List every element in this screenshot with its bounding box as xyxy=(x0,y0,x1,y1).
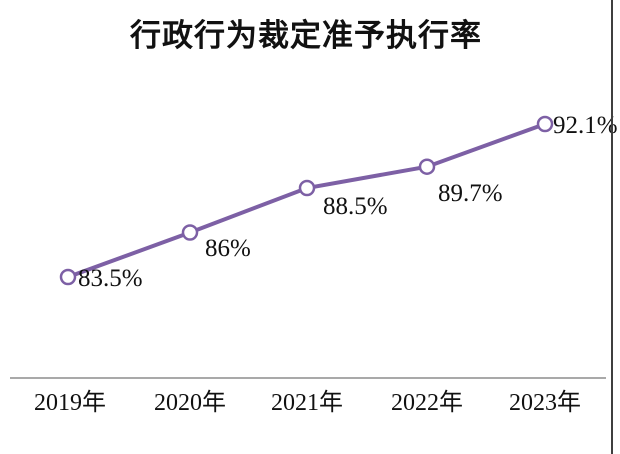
data-point-marker xyxy=(536,115,554,133)
chart-title: 行政行为裁定准予执行率 xyxy=(130,18,482,53)
data-label: 88.5% xyxy=(323,193,388,220)
x-axis-tick-label: 2020年 xyxy=(154,390,226,416)
data-point-marker xyxy=(298,179,316,197)
x-axis-tick-label: 2023年 xyxy=(509,390,581,416)
x-axis-line xyxy=(10,377,606,379)
data-label: 86% xyxy=(205,235,251,262)
x-axis-tick-label: 2022年 xyxy=(391,390,463,416)
data-label: 89.7% xyxy=(438,180,503,207)
data-label: 92.1% xyxy=(553,112,618,139)
data-point-marker xyxy=(181,224,199,241)
data-point-marker xyxy=(418,158,436,175)
x-axis-tick-label: 2019年 xyxy=(34,390,106,416)
data-point-marker xyxy=(59,268,77,286)
window-border-right xyxy=(611,0,613,454)
data-label: 83.5% xyxy=(78,265,143,292)
x-axis-tick-label: 2021年 xyxy=(271,390,343,416)
